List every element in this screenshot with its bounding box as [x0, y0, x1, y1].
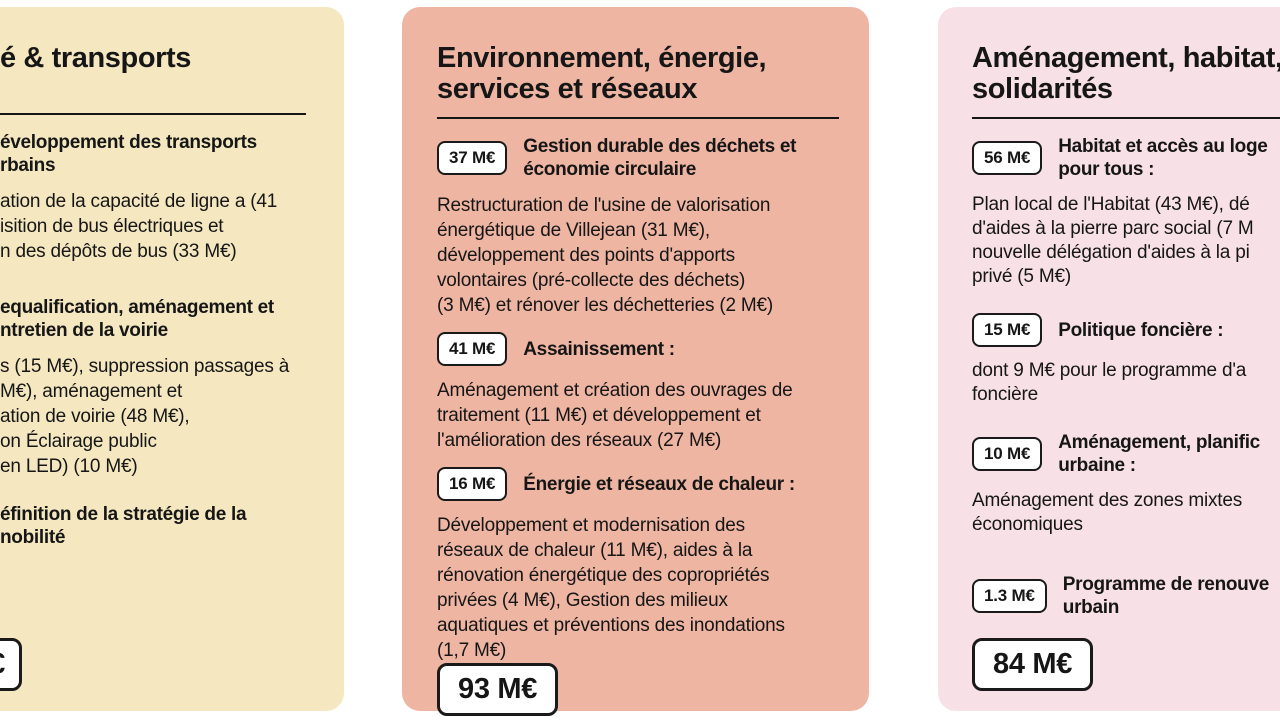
section-row-habitat: 56 M€ Habitat et accès au loge pour tous… [972, 135, 1280, 181]
title-divider [437, 117, 839, 119]
section-heading-dechets: Gestion durable des déchets et économie … [523, 136, 797, 180]
card-environnement: Environnement, énergie, services et rése… [402, 7, 869, 716]
total-badge-amenagement: 84 M€ [972, 638, 1094, 691]
section-row-fonciere: 15 M€ Politique foncière : [972, 313, 1280, 347]
section-body-assainissement: Aménagement et création des ouvrages de … [437, 380, 793, 451]
card-title-amenagement: Aménagement, habitat, solidarités [972, 42, 1280, 105]
amount-badge-habitat: 56 M€ [972, 141, 1043, 175]
amount-badge-renouvellement: 1.3 M€ [972, 579, 1047, 613]
amount-badge-planification: 10 M€ [972, 437, 1043, 471]
title-divider [972, 117, 1280, 119]
amount-badge-assainissement: 41 M€ [437, 332, 508, 366]
total-badge-mobilite: € [0, 638, 22, 691]
amount-badge-dechets: 37 M€ [437, 141, 508, 175]
card-mobilite-transports: é & transports éveloppement des transpor… [0, 7, 344, 711]
section-body-fonciere: dont 9 M€ pour le programme d'a foncière [972, 360, 1247, 405]
section-row-renouvellement: 1.3 M€ Programme de renouve urbain [972, 573, 1280, 619]
section-heading-fonciere: Politique foncière : [1058, 319, 1224, 341]
section-body-habitat: Plan local de l'Habitat (43 M€), dé d'ai… [972, 194, 1254, 287]
section-body-energie: Développement et modernisation des résea… [437, 515, 785, 661]
amount-badge-fonciere: 15 M€ [972, 313, 1043, 347]
total-badge-environnement: 93 M€ [437, 663, 559, 716]
section-heading-planification: Aménagement, planific urbaine : [1058, 432, 1260, 476]
card-amenagement-habitat: Aménagement, habitat, solidarités 56 M€ … [938, 7, 1280, 711]
section-heading-assainissement: Assainissement : [523, 338, 675, 360]
section-heading-habitat: Habitat et accès au loge pour tous : [1058, 136, 1268, 180]
section-row-assainissement: 41 M€ Assainissement : [437, 332, 839, 366]
section-heading-transports-urbains: éveloppement des transports rbains [0, 132, 257, 176]
section-row-planification: 10 M€ Aménagement, planific urbaine : [972, 431, 1280, 477]
section-heading-energie: Énergie et réseaux de chaleur : [523, 473, 795, 495]
section-row-energie: 16 M€ Énergie et réseaux de chaleur : [437, 467, 839, 501]
section-body-planification: Aménagement des zones mixtes économiques [972, 490, 1243, 535]
section-heading-voirie: equalification, aménagement et ntretien … [0, 297, 274, 341]
amount-badge-energie: 16 M€ [437, 467, 508, 501]
section-row-dechets: 37 M€ Gestion durable des déchets et éco… [437, 135, 839, 181]
title-divider [0, 113, 306, 115]
card-title-environnement: Environnement, énergie, services et rése… [437, 42, 767, 105]
section-heading-strategie-mobilite: éfinition de la stratégie de la nobilité [0, 504, 247, 548]
section-body-transports-urbains: ation de la capacité de ligne a (41 isit… [0, 191, 278, 262]
card-title-mobilite: é & transports [0, 42, 191, 74]
section-body-dechets: Restructuration de l'usine de valorisati… [437, 195, 774, 316]
section-body-voirie: s (15 M€), suppression passages à M€), a… [0, 356, 290, 477]
section-heading-renouvellement: Programme de renouve urbain [1062, 574, 1270, 618]
